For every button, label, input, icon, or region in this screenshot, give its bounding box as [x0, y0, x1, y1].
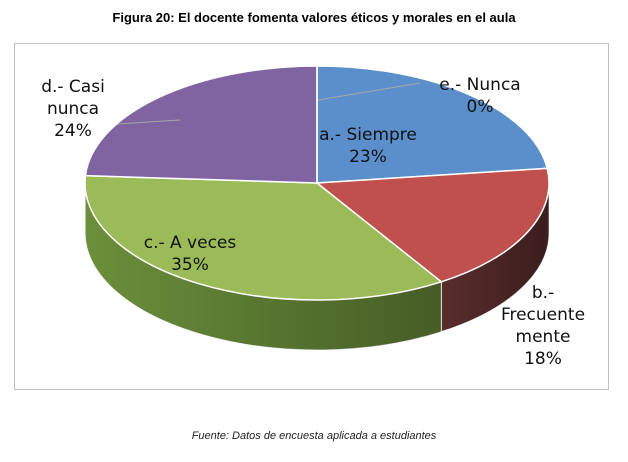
slice-label-line: a.- Siempre [319, 125, 417, 145]
slice-percent: 23% [349, 147, 387, 167]
figure-title: Figura 20: El docente fomenta valores ét… [112, 10, 516, 25]
slice-label-2: c.- A veces 35% [144, 233, 237, 275]
slice-label-line: e.- Nunca [439, 75, 520, 95]
slice-label-line: d.- Casi [41, 77, 105, 97]
slice-percent: 35% [171, 255, 209, 275]
pie-slice-3 [84, 65, 318, 184]
slice-label-line: Frecuente [501, 305, 585, 325]
pie-slice-1 [315, 167, 550, 283]
slice-label-line: c.- A veces [144, 233, 237, 253]
slice-label-line: mente [516, 327, 571, 347]
slice-label-3: d.- Casi nunca 24% [41, 77, 105, 141]
pie-slice-2 [84, 174, 443, 301]
slice-percent: 18% [524, 349, 562, 369]
slice-percent: 0% [467, 97, 494, 117]
slice-percent: 24% [54, 121, 92, 141]
slice-label-line: nunca [47, 99, 99, 119]
slice-label-1: b.-Frecuente mente 18% [501, 283, 585, 369]
figure-source: Fuente: Datos de encuesta aplicada a est… [191, 430, 437, 442]
slice-label-line: b.- [532, 283, 554, 303]
slice-label-4: e.- Nunca 0% [439, 75, 520, 117]
slice-label-0: a.- Siempre 23% [319, 125, 417, 167]
leader-line-3 [117, 119, 181, 125]
pie-slice-0 [316, 65, 549, 184]
leader-line-4 [317, 82, 421, 101]
